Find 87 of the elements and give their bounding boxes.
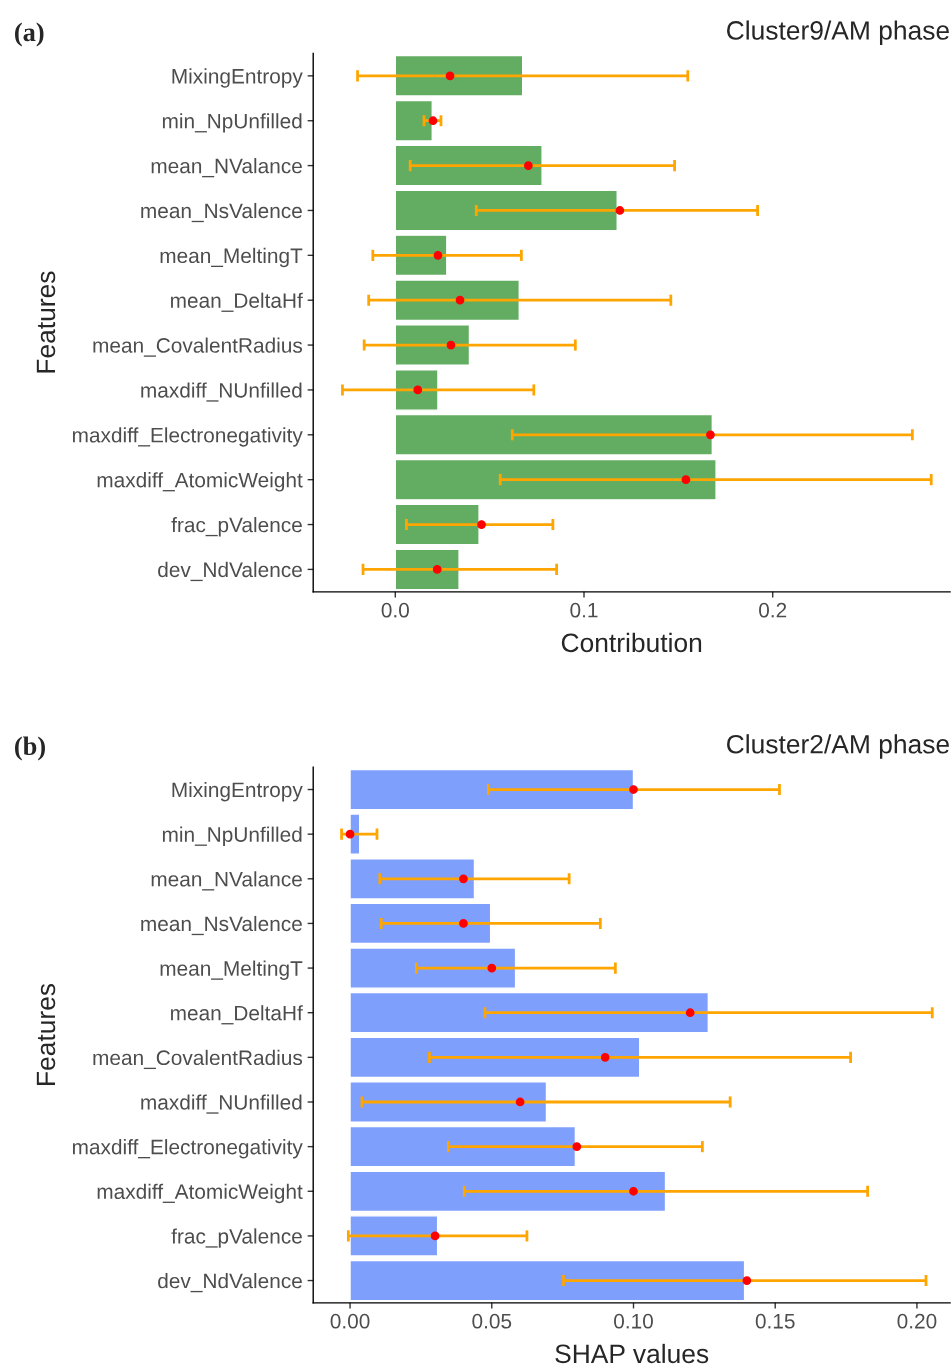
x-tick-label: 0.20 [897,1313,937,1329]
y-tick-label: maxdiff_NUnfilled [141,382,302,402]
point [685,1008,695,1018]
y-tick-label: maxdiff_NUnfilled [141,1094,302,1114]
bar [349,1125,577,1168]
x-tick-label: 0.10 [614,1313,653,1329]
bar [394,54,524,97]
x-tick-label: 0.15 [755,1313,795,1329]
point [433,250,443,260]
y-tick-label: frac_pValence [171,516,302,537]
point [432,565,442,574]
y-axis-title: Features [36,983,56,1085]
y-tick-label: maxdiff_Electronegativity [72,1139,303,1159]
bar [394,99,433,142]
point [428,116,438,126]
bar [349,1036,641,1079]
y-tick-label: mean_NsValence [141,202,302,223]
text: (b) [15,736,45,761]
point [515,1097,525,1107]
bar [349,947,517,989]
x-tick-label: 0.2 [759,602,787,618]
bar [394,189,618,232]
point [445,71,455,81]
bar [349,768,635,811]
y-tick-label: mean_MeltingT [160,247,303,268]
bar [394,144,543,187]
y-tick-label: maxdiff_AtomicWeight [97,1183,303,1204]
point [615,206,625,215]
y-tick-label: min_NpUnfilled [162,826,302,847]
point [629,785,638,794]
y-tick-label: frac_pValence [171,1228,302,1248]
y-tick-label: maxdiff_Electronegativity [72,427,303,447]
y-tick-label: mean_NValance [151,158,302,178]
y-tick-label: mean_DeltaHf [171,292,303,312]
point [459,874,468,884]
y-tick-label: min_NpUnfilled [162,113,302,133]
bar [394,503,480,546]
point [459,919,468,928]
y-tick-label: dev_NdValence [158,1273,302,1293]
bar [394,369,439,411]
bar [349,1259,746,1302]
chart-title: Cluster2/AM phase [727,734,949,759]
point [455,295,465,305]
point [430,1231,440,1241]
y-tick-label: mean_NValance [151,871,302,891]
bar [349,1215,439,1257]
point [477,520,486,529]
chart-title: Cluster9/AM phase [727,20,949,46]
x-tick-label: 0.00 [330,1313,370,1329]
y-tick-label: MixingEntropy [172,68,303,88]
point [681,475,691,485]
bar [394,458,717,501]
y-tick-label: maxdiff_AtomicWeight [97,472,303,492]
bar [349,1170,667,1213]
point [413,385,423,395]
y-axis-title: Features [36,271,56,373]
y-tick-label: mean_NsValence [141,915,302,936]
y-tick-label: mean_CovalentRadius [93,337,303,357]
point [487,963,497,973]
point [446,340,456,350]
y-tick-label: MixingEntropy [172,781,303,802]
point [706,430,715,440]
bar [394,324,471,366]
x-tick-label: 0.1 [570,602,598,618]
point [742,1276,752,1285]
x-axis-title: SHAP values [555,1343,709,1364]
point [629,1186,638,1196]
bar [394,234,448,277]
y-tick-label: mean_CovalentRadius [93,1049,303,1070]
y-tick-label: dev_NdValence [158,561,302,582]
bar [394,279,520,322]
point [572,1142,582,1152]
point [345,829,355,839]
bar [394,548,460,591]
bar [349,858,476,900]
y-tick-label: mean_MeltingT [160,960,303,980]
x-tick-label: 0.05 [472,1313,512,1329]
bar [349,902,492,945]
x-axis-title: Contribution [561,632,702,653]
point [523,161,533,170]
bar [349,1081,548,1123]
y-tick-label: mean_DeltaHf [171,1005,303,1025]
bar [349,991,710,1034]
x-tick-label: 0.0 [381,602,409,618]
bar [394,413,714,456]
text: (a) [15,22,44,47]
point [600,1052,610,1062]
